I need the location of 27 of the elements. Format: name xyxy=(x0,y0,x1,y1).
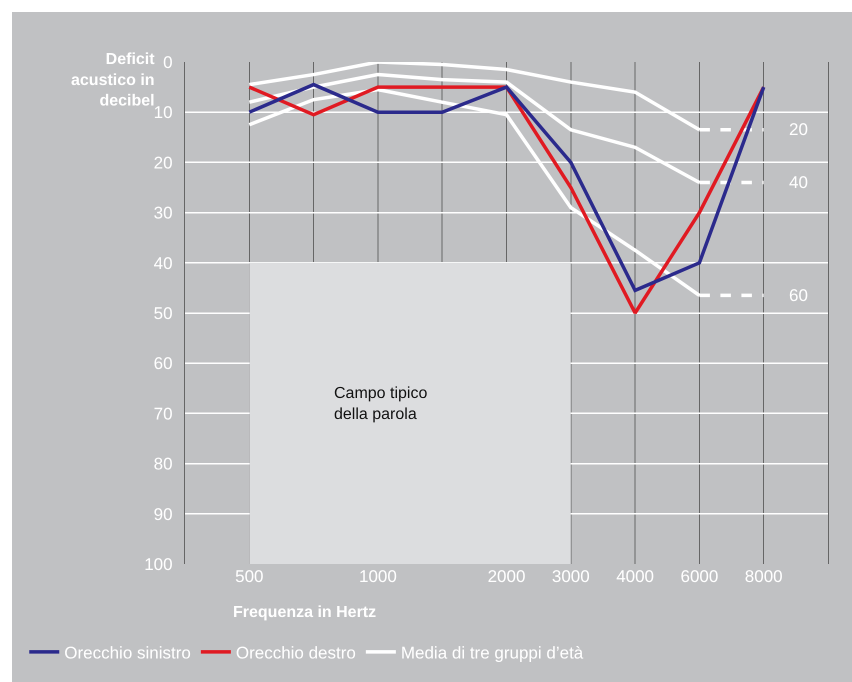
x-tick-label: 2000 xyxy=(488,567,526,586)
y-tick-label: 30 xyxy=(154,204,173,223)
y-tick-label: 40 xyxy=(154,254,173,273)
x-tick-label: 3000 xyxy=(552,567,590,586)
x-tick-label: 500 xyxy=(235,567,264,586)
x-axis-title: Frequenza in Hertz xyxy=(233,604,376,621)
y-tick-label: 100 xyxy=(144,554,173,574)
y-tick-label: 50 xyxy=(154,304,173,323)
x-tick-label: 4000 xyxy=(616,567,654,586)
legend-label: Orecchio sinistro xyxy=(64,643,191,662)
annotation: Campo tipico della parola xyxy=(334,385,428,423)
y-tick-label: 20 xyxy=(154,153,173,172)
y-axis-title: Deficit acustico in decibel xyxy=(71,51,156,110)
x-tick-label: 6000 xyxy=(680,567,718,586)
y-tick-label: 10 xyxy=(154,103,173,122)
y-tick-label: 0 xyxy=(163,52,173,72)
y-tick-label: 70 xyxy=(154,404,173,424)
annotation: 40 xyxy=(789,173,808,192)
x-tick-label: 1000 xyxy=(358,567,397,586)
y-tick-label: 90 xyxy=(154,504,173,524)
x-tick-label: 8000 xyxy=(744,567,783,586)
y-tick-label: 60 xyxy=(154,354,173,374)
annotation: 60 xyxy=(789,286,808,305)
y-tick-label: 80 xyxy=(154,454,173,474)
annotation: 20 xyxy=(789,120,808,139)
legend-label: Orecchio destro xyxy=(236,643,356,662)
legend-label: Media di tre gruppi d’età xyxy=(400,643,584,662)
